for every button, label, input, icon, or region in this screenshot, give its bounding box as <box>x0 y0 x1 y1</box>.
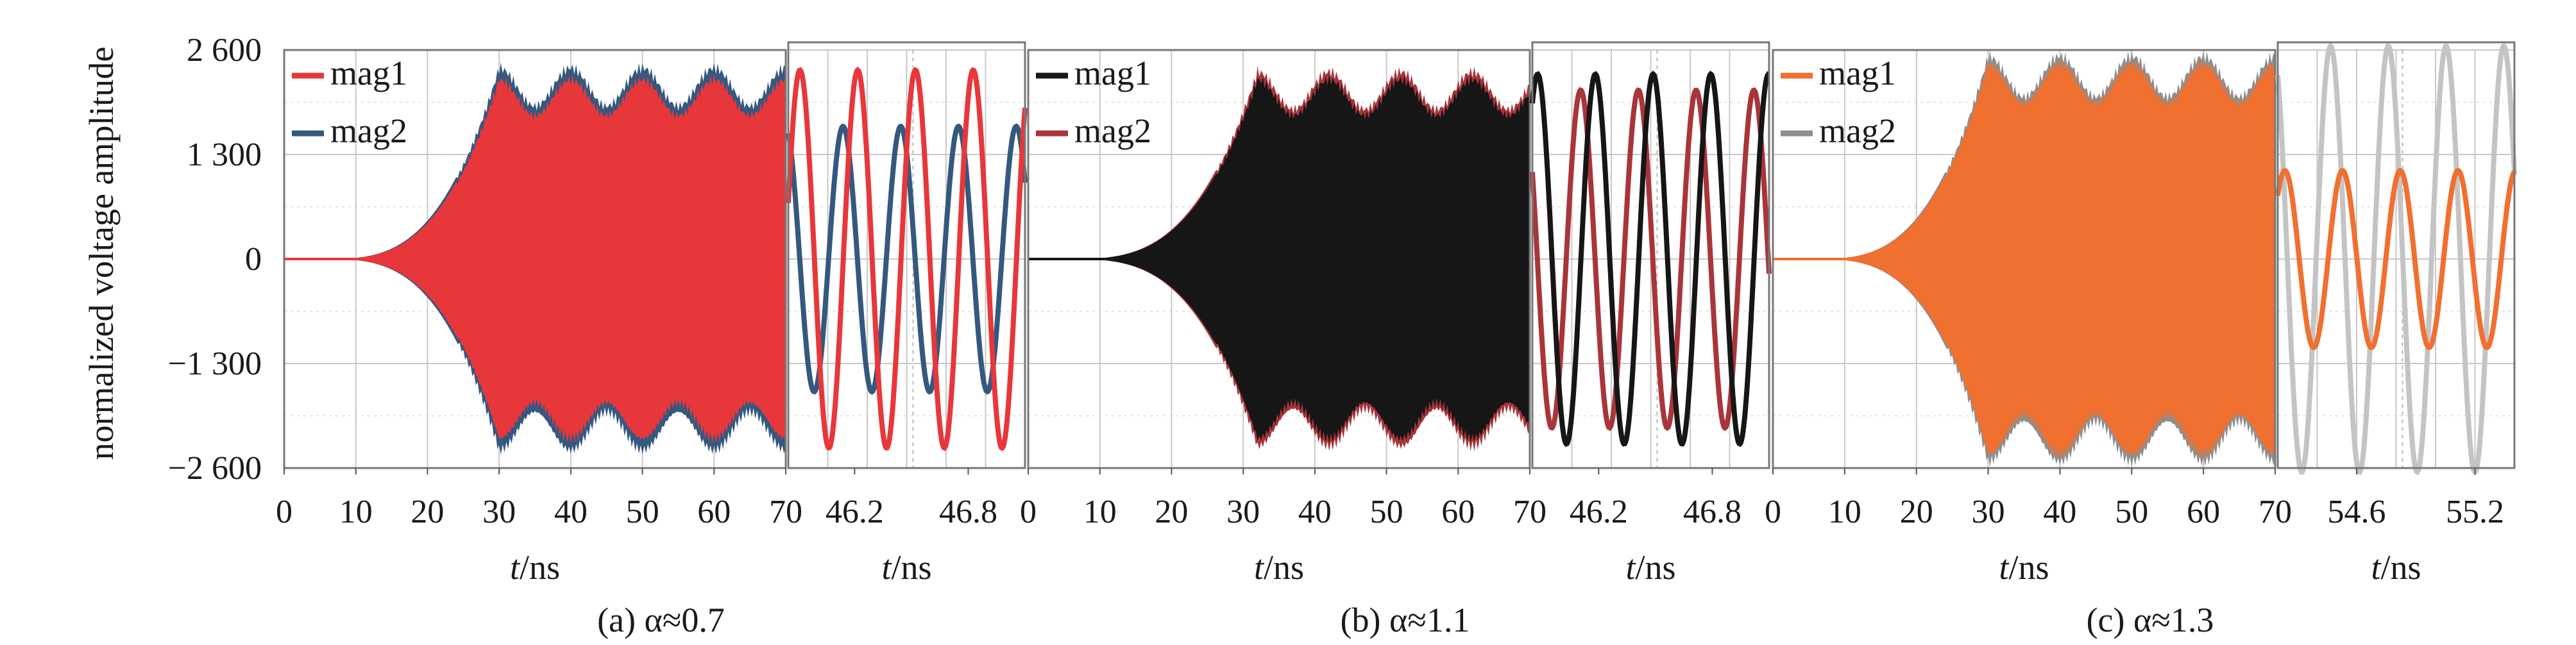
legend-label: mag1 <box>1074 54 1151 92</box>
inset-x-tick-label: 46.2 <box>826 494 884 530</box>
x-axis-label: t/ns <box>1999 548 2049 587</box>
x-tick-label: 40 <box>554 494 588 530</box>
x-tick-label: 50 <box>1370 494 1403 530</box>
legend-label: mag1 <box>330 54 407 92</box>
inset-x-axis-label: t/ns <box>2371 548 2421 587</box>
x-axis-label-unit: /ns <box>1264 548 1304 587</box>
inset-x-axis-label-var: t <box>881 548 892 587</box>
inset-plot-frame <box>787 41 1026 469</box>
inset-x-axis-label-unit: /ns <box>891 548 931 587</box>
x-tick-label: 30 <box>1972 494 2005 530</box>
y-tick-label: 2 600 <box>187 32 262 69</box>
inset-plot-frame <box>1531 41 1770 469</box>
x-tick-label: 10 <box>1828 494 1861 530</box>
inset-x-axis-label: t/ns <box>1625 548 1675 587</box>
inset-x-axis-label: t/ns <box>881 548 931 587</box>
y-tick-label: 1 300 <box>187 137 262 173</box>
x-axis-label-var: t <box>510 548 521 587</box>
x-tick-label: 60 <box>2187 494 2220 530</box>
panel-caption: (c) α≈1.3 <box>2087 601 2214 639</box>
inset-plot-frame <box>2276 41 2516 469</box>
x-tick-label: 30 <box>1226 494 1260 530</box>
series-mag1-inset <box>786 66 1028 451</box>
x-tick-label: 70 <box>1513 494 1546 530</box>
x-tick-label: 70 <box>769 494 802 530</box>
legend-label: mag2 <box>1074 112 1151 150</box>
inset-x-tick-label: 55.2 <box>2446 494 2504 530</box>
x-tick-label: 0 <box>1020 494 1037 530</box>
x-tick-label: 60 <box>1441 494 1475 530</box>
panel-c: 0 10 20 30 40 50 60 70 t/ns mag1 mag2 54.6 55.2 t/ns (… <box>1765 41 2517 639</box>
inset-x-tick-label: 46.8 <box>939 494 997 530</box>
x-tick-label: 30 <box>482 494 516 530</box>
x-axis-label: t/ns <box>1254 548 1304 587</box>
panel-caption: (a) α≈0.7 <box>597 601 725 639</box>
inset-x-axis-label-unit: /ns <box>1635 548 1675 587</box>
inset-x-axis-label-var: t <box>1625 548 1636 587</box>
x-tick-label: 50 <box>626 494 659 530</box>
y-axis-label: normalized voltage amplitude <box>82 47 121 460</box>
x-tick-label: 20 <box>1155 494 1188 530</box>
y-tick-label: 0 <box>245 241 262 278</box>
series-mag1-main <box>284 74 786 444</box>
series-mag1-inset <box>1530 71 1771 448</box>
inset-x-tick-label: 46.8 <box>1683 494 1741 530</box>
legend-label: mag2 <box>1819 112 1896 150</box>
x-tick-label: 50 <box>2115 494 2148 530</box>
inset-x-tick-label: 46.2 <box>1570 494 1628 530</box>
x-tick-label: 20 <box>1900 494 1933 530</box>
x-tick-label: 40 <box>1298 494 1332 530</box>
main-plot-frame <box>1027 49 1531 469</box>
y-tick-label: −1 300 <box>168 346 262 382</box>
legend-label: mag2 <box>330 112 407 150</box>
x-axis-label-var: t <box>1254 548 1265 587</box>
main-plot-frame <box>283 49 787 469</box>
inset-x-tick-label: 54.6 <box>2328 494 2386 530</box>
x-tick-label: 70 <box>2258 494 2292 530</box>
series-mag1-main <box>1028 74 1530 444</box>
series-mag1-inset <box>2275 167 2517 351</box>
x-axis-label-unit: /ns <box>520 548 560 587</box>
x-tick-label: 60 <box>697 494 731 530</box>
x-tick-label: 20 <box>411 494 444 530</box>
x-axis-label-var: t <box>1999 548 2010 587</box>
x-tick-label: 0 <box>276 494 292 530</box>
x-tick-label: 10 <box>1083 494 1117 530</box>
x-tick-label: 40 <box>2043 494 2076 530</box>
x-axis-label: t/ns <box>510 548 560 587</box>
inset-x-axis-label-var: t <box>2371 548 2382 587</box>
main-plot-frame <box>1772 49 2276 469</box>
x-tick-label: 10 <box>339 494 373 530</box>
series-mag2-inset <box>1530 87 1772 431</box>
x-axis-label-unit: /ns <box>2008 548 2049 587</box>
inset-x-axis-label-unit: /ns <box>2380 548 2421 587</box>
legend-label: mag1 <box>1819 54 1896 92</box>
y-tick-labels: 2 600 1 300 0 −1 300 −2 600 <box>168 32 262 487</box>
y-tick-label: −2 600 <box>168 450 262 487</box>
x-tick-label: 0 <box>1765 494 1781 530</box>
series-mag1-main <box>1773 58 2275 460</box>
panel-caption: (b) α≈1.1 <box>1341 601 1470 639</box>
